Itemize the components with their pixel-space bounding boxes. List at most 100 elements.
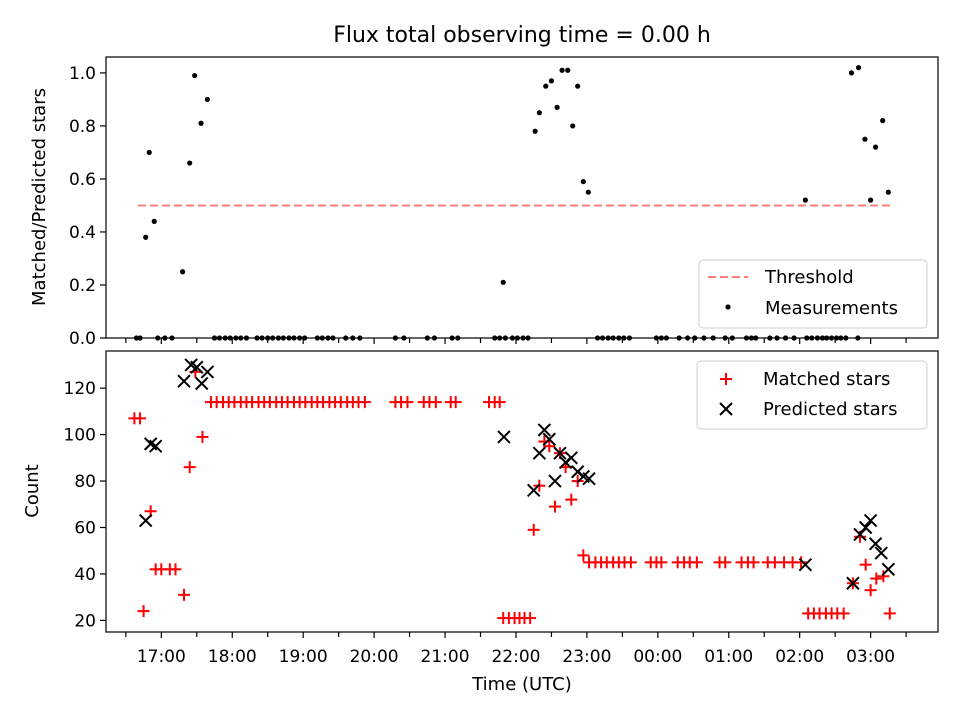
x-tick-label: 22:00: [491, 647, 540, 667]
predicted-point: [846, 576, 860, 590]
predicted-point: [868, 537, 883, 551]
ratio-y-axis-label: Matched/Predicted stars: [29, 88, 50, 306]
predicted-point: [526, 483, 541, 498]
y-tick-label: 80: [74, 472, 96, 492]
counts-y-axis-label: Count: [22, 464, 43, 517]
matched-point: [137, 605, 150, 618]
ratio-legend: Threshold Measurements: [698, 259, 928, 329]
matched-point: [747, 556, 760, 569]
matched-point: [543, 440, 556, 453]
matched-point: [178, 588, 191, 601]
measurement-point: [802, 197, 808, 203]
measurement-point: [580, 178, 586, 185]
ratio-y-axis: 0.0 0.2 0.4 0.6 0.8 1.0: [69, 64, 106, 349]
measurement-point: [862, 136, 868, 142]
x-tick-label: 01:00: [704, 647, 753, 667]
matched-point: [358, 396, 371, 409]
x-tick-label: 02:00: [775, 647, 824, 667]
measurement-point: [848, 70, 855, 76]
predicted-point: [532, 446, 547, 460]
measurement-point: [543, 83, 549, 89]
y-tick-label: 100: [64, 426, 96, 446]
matched-point: [548, 500, 561, 513]
ratio-panel: 0.0 0.2 0.4 0.6 0.8 1.0 Matched/Predicted sta…: [29, 56, 939, 349]
counts-legend: Matched stars Predicted stars: [696, 360, 928, 430]
matched-point: [690, 556, 703, 569]
measurement-point: [559, 67, 565, 73]
predicted-point: [874, 546, 888, 560]
measurement-point: [585, 189, 591, 195]
predicted-point: [858, 520, 873, 535]
matched-point: [429, 396, 442, 409]
y-tick-label: 0.6: [69, 170, 96, 190]
measurement-point: [548, 78, 555, 84]
measurement-point: [575, 83, 581, 89]
predicted-point: [200, 365, 215, 379]
predicted-point: [177, 374, 191, 388]
y-tick-label: 1.0: [69, 64, 96, 84]
measurement-point: [872, 144, 879, 150]
x-tick-label: 17:00: [137, 647, 186, 667]
measurement-point: [204, 96, 211, 103]
predicted-point: [195, 376, 209, 391]
matched-point: [401, 396, 414, 409]
matched-point: [624, 556, 637, 569]
y-tick-label: 0.4: [69, 223, 96, 243]
measurement-point: [880, 118, 886, 124]
predicted-point: [863, 513, 878, 528]
matched-point: [883, 607, 896, 620]
predicted-point: [798, 557, 813, 572]
measurement-point: [187, 160, 193, 166]
measurement-point: [570, 123, 576, 129]
matched-point: [565, 493, 578, 506]
x-tick-label: 03:00: [846, 647, 895, 667]
y-tick-label: 40: [74, 565, 96, 585]
x-tick-label: 20:00: [350, 647, 399, 667]
measurement-point: [180, 269, 186, 275]
matched-point: [134, 412, 147, 425]
predicted-point: [542, 432, 557, 446]
matched-point: [719, 556, 732, 569]
matched-point: [524, 612, 537, 625]
counts-legend-box: [696, 360, 928, 430]
matched-point: [183, 461, 196, 474]
legend-measurements-label: Measurements: [765, 298, 898, 319]
measurement-point: [192, 72, 198, 79]
counts-panel: 20 40 60 80 100 120 17:00 18:00 19:00 20:00 21:00…: [22, 350, 939, 695]
legend-predicted-label: Predicted stars: [763, 399, 897, 420]
x-tick-label: 18:00: [208, 647, 257, 667]
measurement-point: [532, 128, 538, 134]
x-tick-label: 23:00: [562, 647, 611, 667]
counts-plot-frame: [105, 350, 939, 633]
measurement-point: [554, 104, 560, 110]
counts-plot-area: [128, 358, 896, 625]
predicted-point: [537, 423, 552, 437]
matched-point: [864, 584, 877, 597]
ratio-plot-frame: [105, 56, 939, 339]
legend-matched-swatch: [720, 373, 732, 385]
predicted-point: [548, 474, 562, 488]
predicted-stars-series: [139, 358, 896, 590]
matched-point: [837, 607, 850, 620]
predicted-point: [190, 360, 204, 374]
x-axis-label: Time (UTC): [471, 674, 572, 695]
y-tick-label: 0.2: [69, 276, 96, 296]
figure-title: Flux total observing time = 0.00 h: [333, 23, 711, 48]
measurement-point: [198, 120, 204, 126]
y-tick-label: 0.0: [69, 329, 96, 349]
predicted-point: [148, 439, 163, 453]
matched-point: [655, 556, 668, 569]
x-tick-label: 19:00: [279, 647, 328, 667]
matched-point: [169, 563, 182, 576]
ratio-legend-box: [698, 259, 928, 329]
y-tick-label: 0.8: [69, 117, 96, 137]
predicted-point: [139, 513, 153, 528]
measurement-point: [885, 189, 891, 195]
measurement-point: [536, 110, 542, 116]
predicted-point: [553, 446, 567, 460]
matched-stars-series: [128, 365, 896, 625]
matched-point: [795, 556, 808, 569]
legend-threshold-label: Threshold: [764, 267, 854, 288]
measurement-point: [146, 149, 152, 156]
legend-predicted-swatch: [719, 402, 733, 416]
